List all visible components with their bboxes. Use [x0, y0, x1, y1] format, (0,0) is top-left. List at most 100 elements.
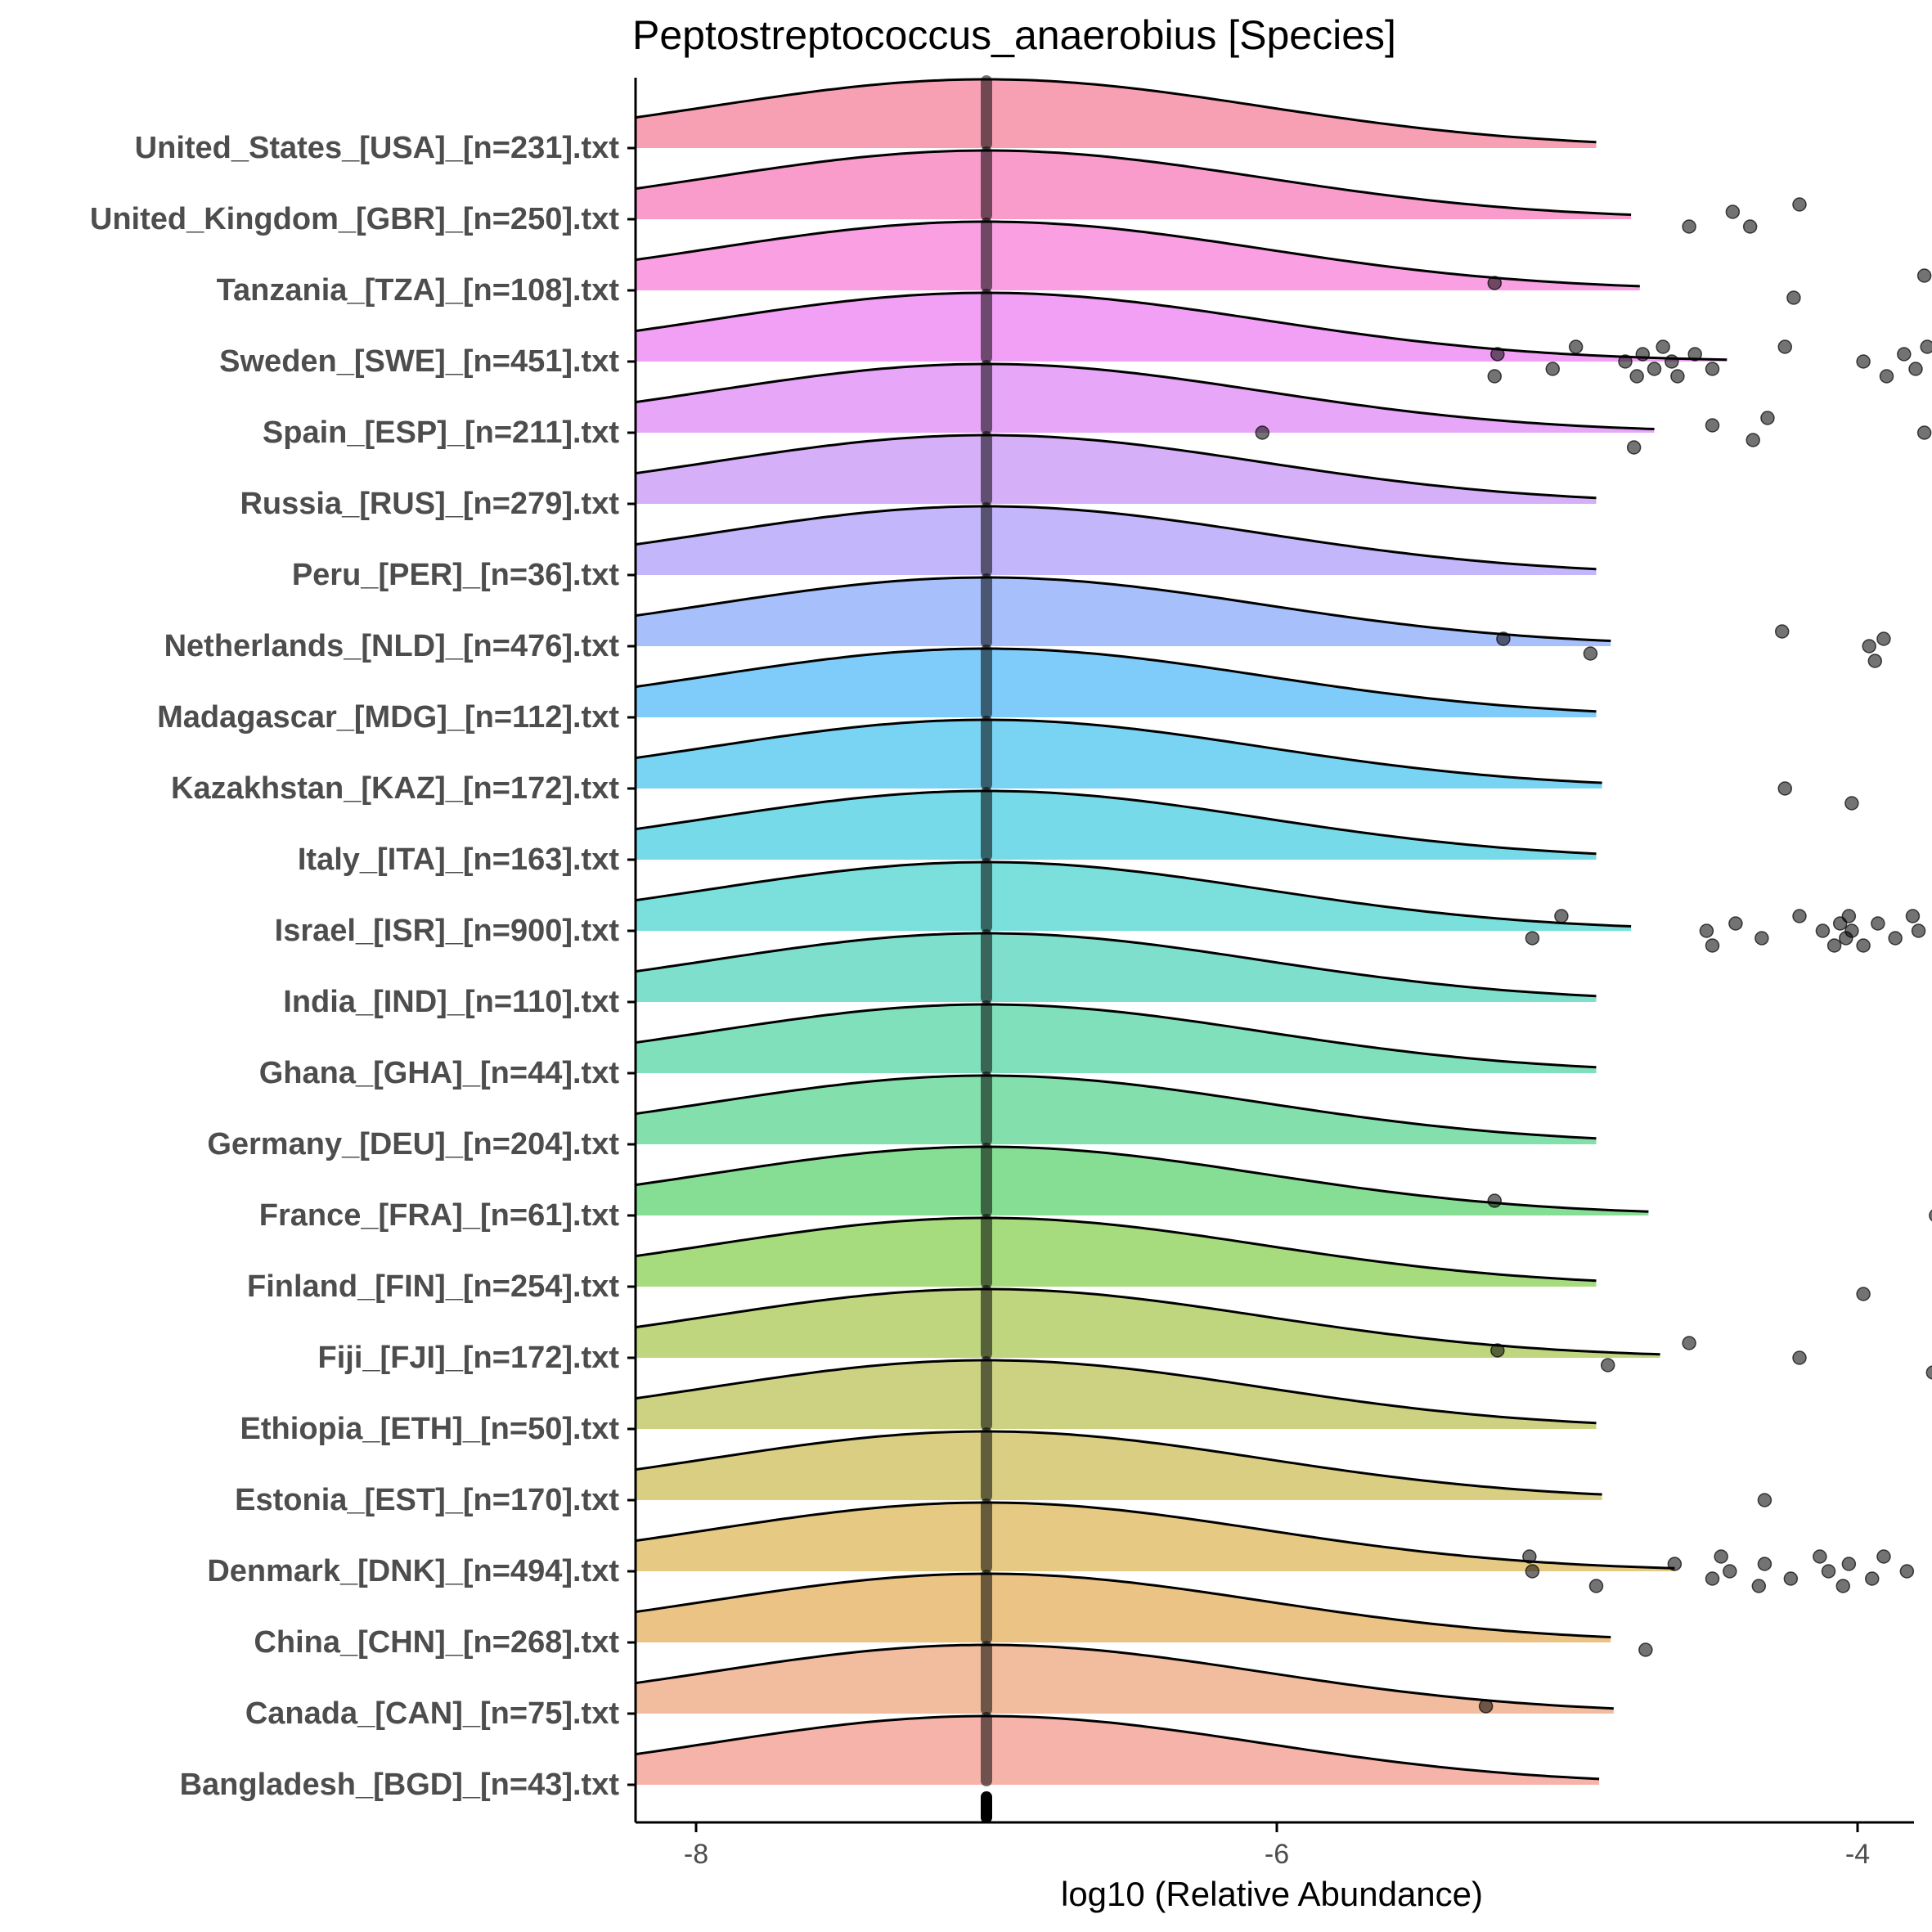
outlier-point: [1867, 654, 1883, 668]
outlier-point: [1865, 1571, 1880, 1586]
x-axis-label: log10 (Relative Abundance): [1061, 1875, 1483, 1913]
y-axis-label-20: Denmark_[DNK]_[n=494].txt: [207, 1554, 619, 1588]
ridge-fill-19: [636, 1431, 1602, 1500]
outlier-point: [1777, 781, 1792, 796]
ridge-outline-4: [635, 362, 1655, 430]
outlier-point: [1876, 1549, 1891, 1564]
outlier-point: [1647, 362, 1662, 376]
ridge-fill-1: [636, 151, 1632, 219]
outlier-point: [1742, 219, 1758, 234]
ridges-group: [635, 78, 1728, 1785]
outlier-point: [1638, 1642, 1653, 1657]
outlier-point: [1815, 923, 1831, 938]
ridge-outline-9: [635, 718, 1602, 784]
outlier-point: [1714, 1549, 1728, 1564]
outlier-point: [1682, 1336, 1696, 1350]
ridge-outline-2: [635, 220, 1640, 288]
ridge-outline-20: [635, 1501, 1675, 1570]
y-axis-label-5: Russia_[RUS]_[n=279].txt: [240, 487, 619, 521]
ridge-fill-4: [636, 364, 1655, 433]
outlier-point: [1626, 440, 1642, 455]
outlier-point: [1841, 1557, 1857, 1571]
outlier-point: [1705, 362, 1720, 376]
outlier-point: [1792, 1350, 1807, 1365]
ridge-fill-11: [636, 862, 1632, 931]
outlier-point: [1687, 347, 1702, 362]
outlier-point: [1844, 923, 1859, 938]
outlier-point: [1916, 425, 1932, 440]
y-axis-label-9: Kazakhstan_[KAZ]_[n=172].txt: [171, 771, 619, 806]
outlier-point: [1813, 1549, 1827, 1564]
ridge-fill-9: [636, 720, 1602, 789]
outlier-point: [1879, 369, 1894, 384]
outlier-point: [1487, 369, 1502, 384]
outlier-point: [1897, 347, 1912, 362]
outlier-point: [1725, 204, 1741, 219]
outlier-point: [1728, 916, 1743, 931]
ridge-outline-17: [635, 1287, 1660, 1356]
outlier-point: [1826, 938, 1842, 953]
y-axis-label-16: Finland_[FIN]_[n=254].txt: [247, 1269, 619, 1304]
ridge-outline-12: [635, 932, 1597, 998]
outlier-point: [1876, 631, 1891, 646]
y-axis-label-4: Spain_[ESP]_[n=211].txt: [263, 416, 619, 450]
outlier-point: [1487, 1193, 1502, 1208]
y-axis-label-0: United_States_[USA]_[n=231].txt: [135, 131, 620, 165]
outlier-point: [1568, 339, 1584, 354]
y-axis-label-12: India_[IND]_[n=110].txt: [283, 985, 619, 1019]
ridge-fill-18: [636, 1360, 1597, 1429]
ridge-fill-15: [636, 1147, 1649, 1215]
outlier-point: [1774, 624, 1790, 639]
outlier-point: [1554, 909, 1569, 923]
outlier-point: [1490, 347, 1505, 362]
ridge-outline-7: [635, 576, 1611, 642]
outlier-point: [1478, 1699, 1494, 1714]
outlier-point: [1777, 339, 1792, 354]
ridge-fill-10: [636, 791, 1597, 860]
ridge-fill-16: [636, 1218, 1597, 1287]
y-axis-label-1: United_Kingdom_[GBR]_[n=250].txt: [90, 202, 619, 236]
outlier-point: [1911, 923, 1926, 938]
ridge-outline-5: [635, 434, 1597, 500]
outlier-point: [1841, 909, 1857, 923]
ridge-outline-8: [635, 647, 1597, 713]
y-axis-label-14: Germany_[DEU]_[n=204].txt: [207, 1127, 619, 1161]
outlier-point: [1757, 1493, 1772, 1507]
y-axis-label-22: Canada_[CAN]_[n=75].txt: [245, 1696, 619, 1731]
ridge-fill-14: [636, 1076, 1597, 1144]
ridge-fill-21: [636, 1574, 1611, 1642]
ridge-fill-23: [636, 1716, 1600, 1785]
outlier-point: [1821, 1564, 1836, 1579]
ridge-outline-11: [635, 860, 1632, 928]
ridge-outline-16: [635, 1216, 1597, 1283]
outlier-point: [1760, 411, 1775, 425]
ridge-outline-22: [635, 1643, 1614, 1710]
outlier-point: [1908, 362, 1923, 376]
outlier-point: [1665, 354, 1679, 369]
ridge-fill-2: [636, 222, 1640, 290]
outlier-point: [1757, 1557, 1772, 1571]
outlier-point: [1871, 916, 1885, 931]
outlier-point: [1844, 796, 1859, 811]
outlier-point: [1755, 931, 1769, 946]
ridge-outline-10: [635, 789, 1597, 856]
ridge-fill-20: [636, 1503, 1675, 1571]
y-axis-label-6: Peru_[PER]_[n=36].txt: [292, 558, 620, 592]
outlier-point: [1705, 938, 1720, 953]
ridge-outline-15: [635, 1145, 1649, 1213]
outlier-point: [1783, 1571, 1799, 1586]
outlier-point: [1545, 362, 1560, 376]
ridge-outline-18: [635, 1359, 1597, 1425]
ridge-fill-6: [636, 506, 1597, 575]
outlier-point: [1656, 339, 1670, 354]
outlier-point: [1670, 369, 1685, 384]
ridge-outline-21: [635, 1572, 1611, 1638]
x-axis-ticks: -8-6-4-20: [684, 1822, 1870, 1870]
ridge-outline-6: [635, 505, 1597, 571]
outlier-point: [1905, 909, 1921, 923]
outlier-point: [1929, 1209, 1932, 1222]
outlier-point: [1699, 923, 1714, 938]
outlier-point: [1525, 1564, 1540, 1579]
outlier-point: [1525, 931, 1540, 946]
